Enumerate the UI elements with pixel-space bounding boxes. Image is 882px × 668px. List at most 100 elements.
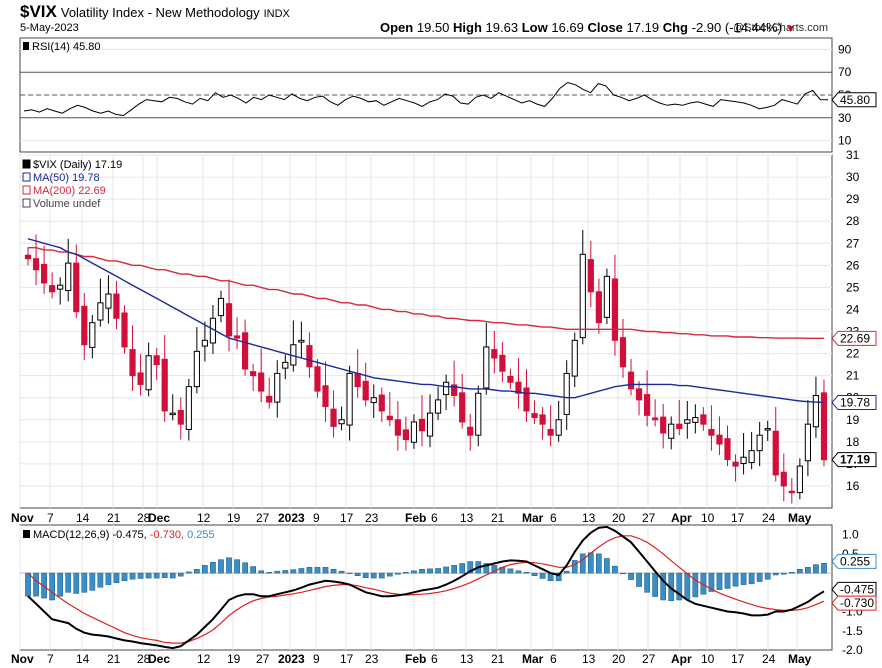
macd-hist-bar: [57, 572, 64, 597]
x-tick-label: 6: [431, 511, 438, 525]
candle-body: [603, 275, 610, 318]
price-tick-label: 26: [846, 258, 860, 272]
ma200-tag: [831, 330, 877, 346]
ma200-value-label: 22.69: [840, 331, 870, 345]
macd-hist-bar: [684, 572, 691, 600]
rsi-tick-label: 10: [838, 134, 852, 148]
macd-hist-bar: [692, 572, 699, 598]
macd-hist-bar: [314, 567, 321, 574]
x-tick-label: 28: [137, 511, 151, 525]
candle-body: [459, 392, 466, 423]
candle-body: [611, 278, 619, 341]
high-label: High: [453, 20, 482, 35]
macd-hist-bar: [378, 572, 385, 579]
price-tick-label: 25: [846, 280, 860, 294]
chg-label: Chg: [662, 20, 688, 35]
x-tick-label: 14: [76, 511, 90, 525]
macd-hist-bar: [386, 572, 393, 577]
candle-body: [716, 434, 723, 445]
candle-body: [796, 465, 803, 494]
macd-hist-bar: [555, 572, 562, 582]
price-legend-icon: [22, 172, 31, 182]
x-tick-label: 23: [365, 511, 379, 525]
candle-body: [595, 291, 602, 324]
macd-hist-bar: [612, 565, 618, 574]
candle-body: [555, 419, 562, 436]
x-tick-label: Mar: [522, 511, 544, 525]
price-tick-label: 21: [846, 369, 860, 383]
macd-hist-bar: [338, 570, 345, 574]
x-tick-label: 17: [731, 511, 745, 525]
price-tick-label: 24: [846, 302, 860, 316]
macd-hist-bar: [732, 572, 739, 587]
candle-body: [362, 380, 369, 401]
candle-body: [499, 354, 506, 372]
macd-hist-bar: [41, 572, 47, 599]
x-tick-label: 9: [313, 511, 320, 525]
candle-body: [692, 417, 699, 423]
macd-hist-bar: [571, 560, 578, 574]
candle-body: [121, 312, 128, 348]
x-tick-label: 7: [47, 511, 54, 525]
candle-body: [193, 350, 200, 388]
candle-body: [177, 409, 184, 425]
candle-body: [306, 345, 313, 368]
price-legend-item: $VIX (Daily) 17.19: [33, 159, 122, 171]
chart-title: $VIX Volatility Index - New Methodology IN…: [20, 2, 290, 22]
macd-hist-bar: [306, 567, 313, 574]
macd-hist-bar: [330, 568, 337, 574]
macd-hist-bar: [210, 562, 216, 574]
macd-hist-bar: [169, 572, 176, 579]
macd-hist-bar: [740, 572, 747, 585]
chart-date: 5-May-2023: [20, 22, 79, 34]
x-tick-label: 27: [642, 511, 656, 525]
macd-hist-bar: [724, 572, 731, 589]
macd-hist-bar: [282, 570, 289, 574]
price-legend-item: MA(50) 19.78: [33, 172, 100, 184]
x-tick-label-bottom: May: [788, 652, 812, 666]
ma50-tag: [831, 395, 877, 411]
macd-hist-bar: [137, 572, 144, 579]
x-tick-label-bottom: 14: [76, 652, 90, 666]
x-tick-label: 21: [491, 511, 505, 525]
price-tick-label: 18: [846, 435, 860, 449]
macd-hist-bar: [411, 570, 417, 574]
price-legend-icon: [22, 159, 31, 169]
x-tick-label-bottom: 21: [491, 652, 505, 666]
candle-body: [804, 423, 811, 462]
candle-body: [242, 332, 249, 370]
macd-hist-bar: [258, 570, 265, 574]
candle-body: [266, 395, 273, 403]
x-tick-label-bottom: 2023: [278, 652, 305, 666]
macd-hist-bar: [218, 559, 224, 574]
candle-body: [129, 349, 136, 377]
x-tick-label-bottom: 28: [137, 652, 151, 666]
macd-hist-bar: [813, 564, 819, 574]
candle-body: [539, 414, 546, 425]
macd-hist-bar: [177, 572, 184, 577]
rsi-tick-label: 70: [838, 65, 852, 79]
macd-hist-bar: [764, 572, 771, 580]
macd-hist-bar: [65, 572, 72, 593]
candle-body: [627, 371, 635, 390]
candle-body: [635, 388, 643, 401]
ma200-line: [28, 247, 824, 339]
chg-value: -2.90 (-14.44%): [691, 20, 782, 35]
close-value: 17.19: [626, 20, 660, 35]
macd-hist-value-label: 0.255: [840, 554, 870, 568]
macd-hist-bar: [362, 572, 369, 578]
x-tick-label: Dec: [148, 511, 170, 525]
x-tick-label-bottom: 20: [612, 652, 626, 666]
credit-link[interactable]: @StockCharts.com: [733, 22, 828, 34]
candle-body: [660, 416, 667, 434]
macd-line: [27, 525, 825, 650]
macd-hist-bar: [81, 572, 88, 593]
candle-body: [820, 392, 828, 461]
macd-hist-bar: [242, 562, 248, 574]
candle-body: [700, 414, 707, 425]
macd-hist-bar: [153, 572, 160, 579]
x-tick-label-bottom: Dec: [148, 652, 170, 666]
x-tick-label-bottom: Mar: [522, 652, 544, 666]
candle-body: [274, 372, 281, 403]
